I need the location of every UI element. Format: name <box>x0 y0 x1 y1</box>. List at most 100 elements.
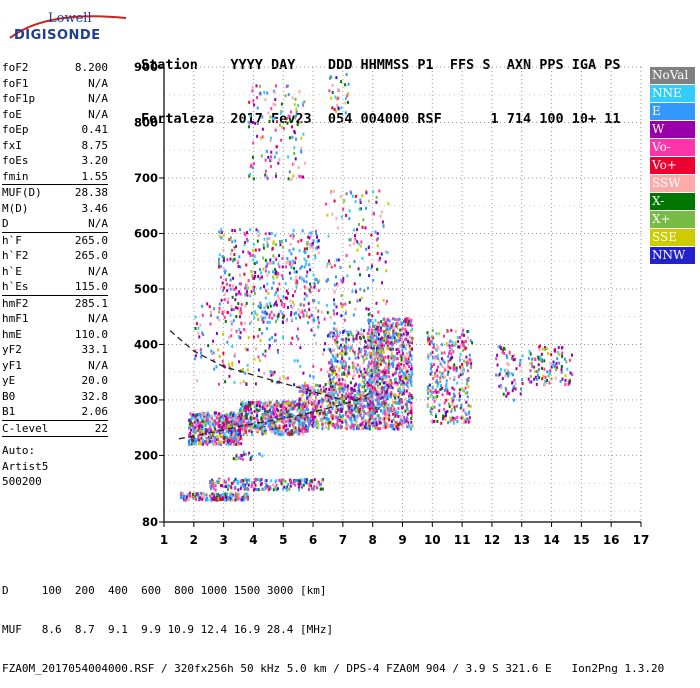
echo-point <box>207 433 210 436</box>
echo-point <box>330 395 333 399</box>
echo-point <box>274 268 277 272</box>
echo-point <box>302 483 305 487</box>
echo-point <box>368 252 371 256</box>
echo-point <box>283 418 286 421</box>
echo-point <box>390 407 393 411</box>
echo-point <box>345 427 348 431</box>
echo-point <box>337 381 340 384</box>
echo-point <box>264 265 267 269</box>
echo-point <box>383 360 386 364</box>
echo-point <box>357 383 360 387</box>
echo-point <box>345 387 347 391</box>
echo-point <box>411 372 414 376</box>
echo-point <box>220 275 222 279</box>
echo-point <box>400 383 402 387</box>
echo-point <box>291 306 294 310</box>
echo-point <box>209 439 211 443</box>
echo-point <box>266 91 269 95</box>
echo-point <box>379 405 382 408</box>
echo-point <box>230 420 233 424</box>
echo-point <box>408 360 411 364</box>
echo-point <box>233 257 236 261</box>
echo-point <box>248 451 251 455</box>
echo-point <box>245 452 248 456</box>
echo-point <box>259 276 262 280</box>
echo-point <box>307 321 310 325</box>
echo-point <box>336 423 339 427</box>
echo-point <box>242 429 244 433</box>
echo-point <box>354 352 357 356</box>
legend-item: X- <box>650 193 695 210</box>
echo-point <box>287 414 290 418</box>
y-tick-label: 800 <box>134 115 158 129</box>
echo-point <box>323 407 326 411</box>
echo-point <box>266 237 269 241</box>
echo-point <box>341 353 343 357</box>
echo-point <box>360 391 363 395</box>
echo-point <box>378 417 381 421</box>
echo-point <box>308 390 311 394</box>
legend-item: SSW <box>650 175 695 192</box>
echo-point <box>403 415 405 419</box>
echo-point <box>313 285 316 289</box>
echo-point <box>258 328 261 331</box>
echo-point <box>274 256 277 260</box>
echo-point <box>310 391 312 395</box>
echo-point <box>214 488 217 492</box>
echo-point <box>339 415 342 419</box>
echo-point <box>267 270 270 274</box>
echo-point <box>392 358 395 361</box>
echo-point <box>387 369 389 373</box>
echo-point <box>304 161 307 165</box>
echo-point <box>273 407 276 411</box>
echo-point <box>346 389 349 392</box>
echo-point <box>209 422 212 426</box>
echo-point <box>332 365 335 369</box>
echo-point <box>431 335 433 339</box>
echo-point <box>187 498 190 502</box>
echo-point <box>372 340 375 344</box>
echo-point <box>401 322 404 325</box>
echo-point <box>317 301 320 305</box>
echo-point <box>557 346 560 350</box>
echo-point <box>377 323 380 327</box>
echo-point <box>254 401 257 405</box>
echo-point <box>371 321 374 325</box>
echo-point <box>347 338 350 342</box>
echo-point <box>442 359 445 363</box>
echo-point <box>437 381 439 385</box>
echo-point <box>237 423 240 427</box>
echo-point <box>528 362 531 366</box>
echo-point <box>380 320 383 324</box>
echo-point <box>499 345 502 349</box>
echo-point <box>338 390 341 394</box>
echo-point <box>281 125 284 129</box>
echo-point <box>209 498 212 502</box>
echo-point <box>465 382 468 386</box>
echo-point <box>402 384 405 388</box>
echo-point <box>230 491 233 495</box>
echo-point <box>194 430 197 434</box>
echo-point <box>392 325 395 329</box>
echo-point <box>309 285 312 289</box>
echo-point <box>196 492 199 496</box>
echo-point <box>273 116 276 120</box>
param-row: foEp 0.41 <box>2 122 108 138</box>
echo-point <box>244 347 247 351</box>
echo-point <box>281 312 284 316</box>
param-value: N/A <box>88 92 108 105</box>
echo-point <box>342 207 345 211</box>
echo-point <box>399 375 402 379</box>
echo-point <box>187 493 190 497</box>
echo-point <box>305 262 308 266</box>
echo-point <box>363 345 366 349</box>
echo-point <box>453 392 455 396</box>
echo-point <box>231 361 234 365</box>
echo-point <box>267 424 270 428</box>
echo-point <box>312 246 315 250</box>
echo-point <box>444 368 447 372</box>
echo-point <box>272 261 275 265</box>
echo-point <box>331 106 334 110</box>
echo-point <box>247 407 250 411</box>
echo-point <box>264 479 267 483</box>
